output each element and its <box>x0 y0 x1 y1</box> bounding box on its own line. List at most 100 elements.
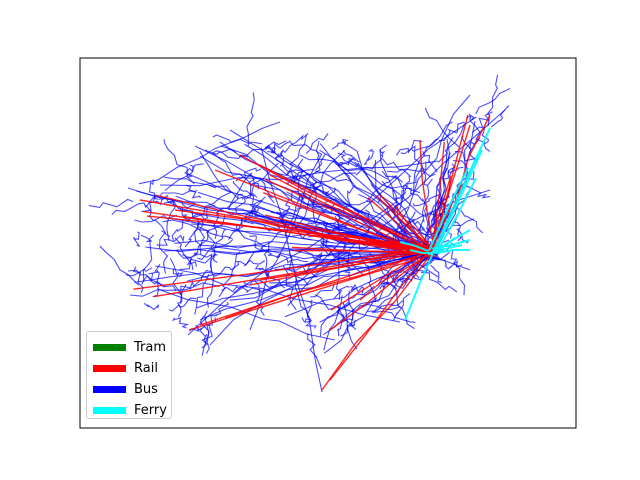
legend-item-tram: Tram <box>93 337 167 358</box>
bus-route <box>158 230 169 274</box>
ferry-route <box>399 241 429 253</box>
rail-swatch <box>93 365 126 372</box>
ferry-route <box>431 239 471 250</box>
bus-route <box>304 299 313 323</box>
bus-route <box>450 249 466 296</box>
legend-label-ferry: Ferry <box>134 403 167 418</box>
rail-line <box>321 252 433 391</box>
bus-route <box>129 282 220 297</box>
bus-route <box>396 139 423 156</box>
rail-line <box>263 192 436 258</box>
bus-route <box>392 293 411 322</box>
bus-route <box>157 288 336 341</box>
rail-line <box>330 249 429 311</box>
bus-route <box>260 147 323 393</box>
bus-route <box>284 253 434 318</box>
bus-route <box>149 279 177 292</box>
rail-line <box>379 194 435 251</box>
bus-route <box>455 206 484 234</box>
map-legend: Tram Rail Bus Ferry <box>86 331 172 419</box>
bus-route <box>486 74 499 127</box>
bus-route <box>340 319 356 337</box>
bus-route <box>475 87 511 115</box>
bus-route <box>198 226 233 240</box>
bus-route <box>249 153 323 331</box>
bus-route <box>209 200 398 346</box>
bus-route <box>354 161 428 256</box>
rail-line <box>239 154 433 254</box>
bus-route <box>156 234 185 246</box>
bus-route <box>214 229 226 248</box>
bus-route <box>430 264 442 284</box>
bus-route <box>471 111 493 133</box>
bus-route <box>246 92 255 147</box>
rail-line <box>367 197 429 254</box>
bus-route <box>216 193 243 217</box>
bus-route <box>387 281 415 330</box>
bus-route <box>132 231 140 247</box>
bus-route <box>143 302 160 311</box>
bus-route <box>363 148 375 166</box>
ferry-route <box>404 250 436 321</box>
bus-route <box>306 333 322 370</box>
bus-route <box>199 150 233 194</box>
bus-route <box>234 178 255 213</box>
bus-route <box>282 207 302 214</box>
ferry-route <box>433 149 483 254</box>
bus-route <box>338 156 355 167</box>
legend-label-tram: Tram <box>134 340 167 355</box>
bus-route <box>398 161 427 200</box>
bus-route <box>88 198 134 208</box>
bus-route <box>348 290 357 330</box>
bus-route <box>423 154 438 173</box>
bus-route <box>213 261 240 277</box>
bus-route <box>221 286 262 294</box>
bus-route <box>349 283 365 294</box>
bus-route <box>386 168 436 178</box>
bus-route <box>305 133 329 154</box>
bus-route <box>187 191 232 221</box>
rail-line <box>419 139 436 252</box>
bus-route <box>411 149 428 186</box>
bus-route <box>220 145 430 247</box>
ferry-route <box>430 127 491 256</box>
bus-route <box>199 315 210 354</box>
bus-route <box>438 123 466 163</box>
bus-route <box>236 259 266 266</box>
legend-label-rail: Rail <box>134 361 158 376</box>
bus-route <box>155 265 401 323</box>
bus-route <box>164 163 204 191</box>
tram-swatch <box>93 344 126 351</box>
bus-route <box>184 164 194 179</box>
bus-route <box>426 182 442 233</box>
rail-line <box>394 204 432 254</box>
bus-route <box>288 140 322 155</box>
bus-route <box>338 157 356 167</box>
bus-route <box>342 302 358 350</box>
bus-route <box>469 119 491 153</box>
bus-route <box>420 271 458 293</box>
bus-route <box>444 259 463 270</box>
bus-route <box>266 146 429 259</box>
bus-route <box>179 252 217 271</box>
legend-item-rail: Rail <box>93 358 165 379</box>
bus-route <box>171 219 184 241</box>
legend-item-bus: Bus <box>93 379 165 400</box>
bus-route <box>333 285 350 300</box>
bus-route <box>140 234 152 243</box>
bus-route <box>164 201 215 225</box>
bus-route <box>206 253 215 308</box>
rail-line <box>431 142 445 249</box>
bus-swatch <box>93 386 126 393</box>
bus-route <box>466 185 491 199</box>
bus-route <box>197 239 234 261</box>
bus-route <box>289 171 304 185</box>
rail-line <box>249 250 431 286</box>
rail-line <box>397 216 432 249</box>
bus-route <box>185 184 201 199</box>
rail-line <box>291 246 431 253</box>
bus-route <box>196 247 431 309</box>
bus-route <box>249 235 266 247</box>
bus-route <box>182 252 213 258</box>
bus-route <box>254 264 271 279</box>
